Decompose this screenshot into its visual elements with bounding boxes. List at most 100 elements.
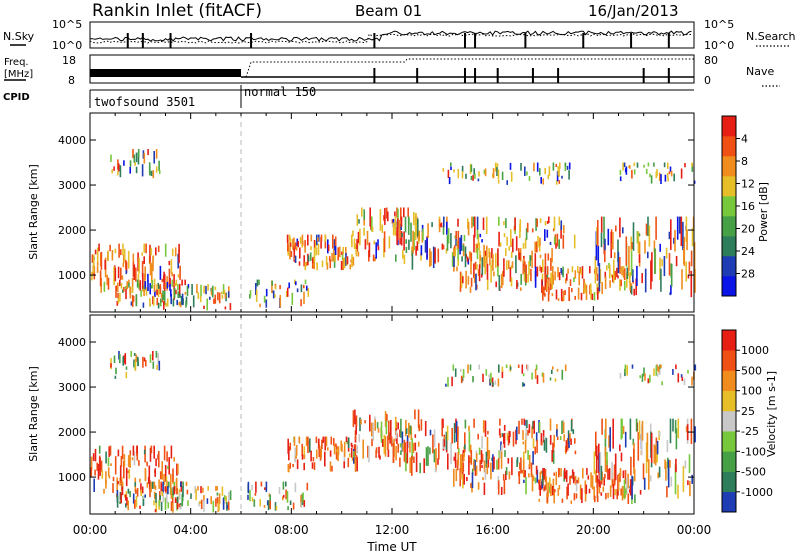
echo-mark — [500, 273, 503, 288]
echo-mark — [477, 433, 479, 440]
echo-mark — [492, 454, 494, 472]
echo-mark — [263, 295, 266, 303]
echo-mark — [674, 420, 677, 434]
echo-mark — [166, 451, 168, 462]
echo-mark — [477, 482, 480, 490]
echo-mark — [147, 476, 150, 484]
echo-mark — [635, 418, 638, 432]
echo-mark — [168, 457, 170, 475]
echo-mark — [502, 474, 505, 481]
echo-mark — [120, 267, 122, 280]
echo-mark — [155, 247, 157, 256]
echo-mark — [457, 451, 459, 466]
echo-mark — [140, 489, 142, 496]
echo-mark — [123, 160, 125, 166]
echo-mark — [182, 486, 184, 497]
echo-mark — [176, 463, 178, 476]
echo-mark — [680, 216, 683, 247]
echo-mark — [557, 298, 560, 301]
echo-mark — [606, 459, 608, 473]
echo-mark — [265, 299, 268, 308]
echo-mark — [433, 429, 436, 448]
echo-mark — [574, 438, 576, 444]
echo-mark — [609, 280, 611, 288]
echo-mark — [153, 445, 155, 459]
echo-mark — [564, 364, 567, 372]
echo-mark — [556, 171, 559, 182]
echo-mark — [574, 270, 577, 279]
echo-mark — [294, 482, 297, 493]
echo-mark — [551, 293, 554, 297]
echo-mark — [520, 457, 522, 474]
echo-mark — [215, 498, 217, 507]
echo-mark — [641, 375, 644, 382]
colorbar-swatch — [722, 196, 736, 217]
echo-mark — [566, 486, 568, 500]
echo-mark — [399, 457, 401, 467]
echo-mark — [337, 446, 340, 456]
echo-mark — [486, 245, 488, 264]
echo-mark — [397, 240, 399, 246]
echo-mark — [631, 364, 634, 369]
echo-mark — [571, 266, 574, 273]
echo-mark — [153, 500, 155, 506]
echo-mark — [400, 231, 403, 246]
echo-mark — [555, 163, 558, 167]
echo-mark — [471, 216, 473, 229]
echo-mark — [545, 437, 548, 453]
echo-mark — [644, 240, 646, 254]
noise-left-tick-top: 10^5 — [52, 18, 82, 31]
echo-mark — [117, 170, 119, 176]
echo-mark — [571, 288, 573, 293]
echo-mark — [563, 225, 565, 234]
x-tick-label: 00:00 — [73, 523, 108, 537]
echo-mark — [265, 481, 268, 492]
echo-mark — [470, 175, 473, 181]
echo-mark — [473, 461, 475, 471]
echo-mark — [604, 276, 607, 289]
echo-mark — [152, 351, 154, 361]
echo-mark — [484, 168, 487, 177]
echo-mark — [660, 174, 662, 184]
echo-mark — [153, 151, 155, 164]
echo-mark — [152, 361, 155, 369]
echo-mark — [179, 265, 181, 280]
echo-mark — [507, 458, 510, 464]
echo-mark — [123, 461, 125, 479]
echo-mark — [352, 230, 354, 237]
echo-mark — [649, 475, 652, 482]
echo-mark — [289, 245, 291, 260]
echo-mark — [530, 462, 533, 478]
echo-mark — [530, 255, 532, 261]
echo-mark — [573, 234, 576, 249]
echo-mark — [255, 289, 258, 302]
echo-mark — [519, 248, 522, 262]
echo-mark — [442, 168, 445, 172]
echo-mark — [479, 459, 481, 472]
echo-mark — [654, 248, 656, 274]
echo-mark — [294, 447, 296, 463]
echo-mark — [429, 248, 431, 267]
echo-mark — [179, 492, 181, 500]
echo-mark — [100, 251, 103, 270]
echo-mark — [329, 450, 332, 457]
echo-mark — [617, 275, 619, 279]
echo-mark — [552, 478, 555, 492]
echo-mark — [497, 270, 499, 277]
echo-mark — [665, 461, 667, 481]
echo-mark — [462, 369, 465, 378]
echo-mark — [674, 229, 676, 252]
echo-mark — [612, 232, 614, 250]
echo-mark — [105, 471, 107, 489]
echo-mark — [392, 455, 395, 463]
echo-mark — [563, 434, 565, 442]
echo-mark — [377, 245, 380, 251]
echo-mark — [256, 279, 259, 287]
echo-mark — [514, 217, 516, 230]
echo-mark — [414, 442, 417, 451]
echo-mark — [519, 219, 522, 232]
echo-mark — [143, 243, 145, 253]
echo-mark — [432, 434, 434, 454]
echo-mark — [290, 251, 293, 257]
echo-mark — [150, 247, 152, 256]
